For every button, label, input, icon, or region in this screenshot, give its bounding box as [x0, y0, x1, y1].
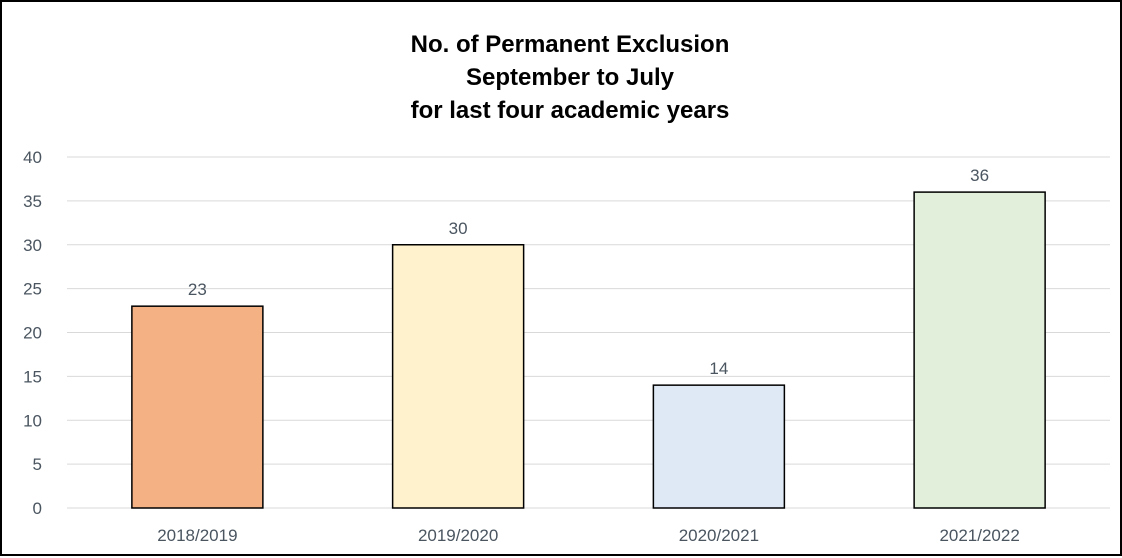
x-axis-category-labels: 2018/2019 2019/2020 2020/2021 2021/2022: [157, 526, 1020, 545]
x-tick-label-2020-2021: 2020/2021: [679, 526, 759, 545]
bar-2020-2021: [652, 384, 786, 509]
y-tick-label-20: 20: [23, 324, 42, 343]
bar-2019-2020: [391, 244, 525, 509]
y-tick-label-30: 30: [23, 236, 42, 255]
data-label-2021-2022: 36: [970, 166, 989, 185]
y-tick-label-0: 0: [33, 499, 42, 518]
y-tick-label-5: 5: [33, 455, 42, 474]
data-label-2020-2021: 14: [709, 359, 728, 378]
y-tick-label-40: 40: [23, 148, 42, 167]
y-tick-label-10: 10: [23, 411, 42, 430]
bar-2018-2019: [131, 305, 264, 509]
bars: [131, 191, 1046, 509]
chart-title-line-3: for last four academic years: [411, 97, 730, 124]
x-tick-label-2021-2022: 2021/2022: [939, 526, 1019, 545]
data-label-2018-2019: 23: [188, 280, 207, 299]
chart-title: No. of Permanent Exclusion September to …: [411, 31, 730, 124]
y-tick-label-35: 35: [23, 192, 42, 211]
chart-title-line-2: September to July: [466, 64, 675, 91]
y-axis-tick-labels: 0 5 10 15 20 25 30 35 40: [23, 148, 42, 518]
data-label-2019-2020: 30: [449, 219, 468, 238]
x-tick-label-2019-2020: 2019/2020: [418, 526, 498, 545]
y-tick-label-25: 25: [23, 280, 42, 299]
y-tick-label-15: 15: [23, 367, 42, 386]
bar-2021-2022: [913, 191, 1046, 509]
chart-title-line-1: No. of Permanent Exclusion: [411, 31, 730, 58]
data-labels: 23 30 14 36: [188, 166, 989, 378]
x-tick-label-2018-2019: 2018/2019: [157, 526, 237, 545]
